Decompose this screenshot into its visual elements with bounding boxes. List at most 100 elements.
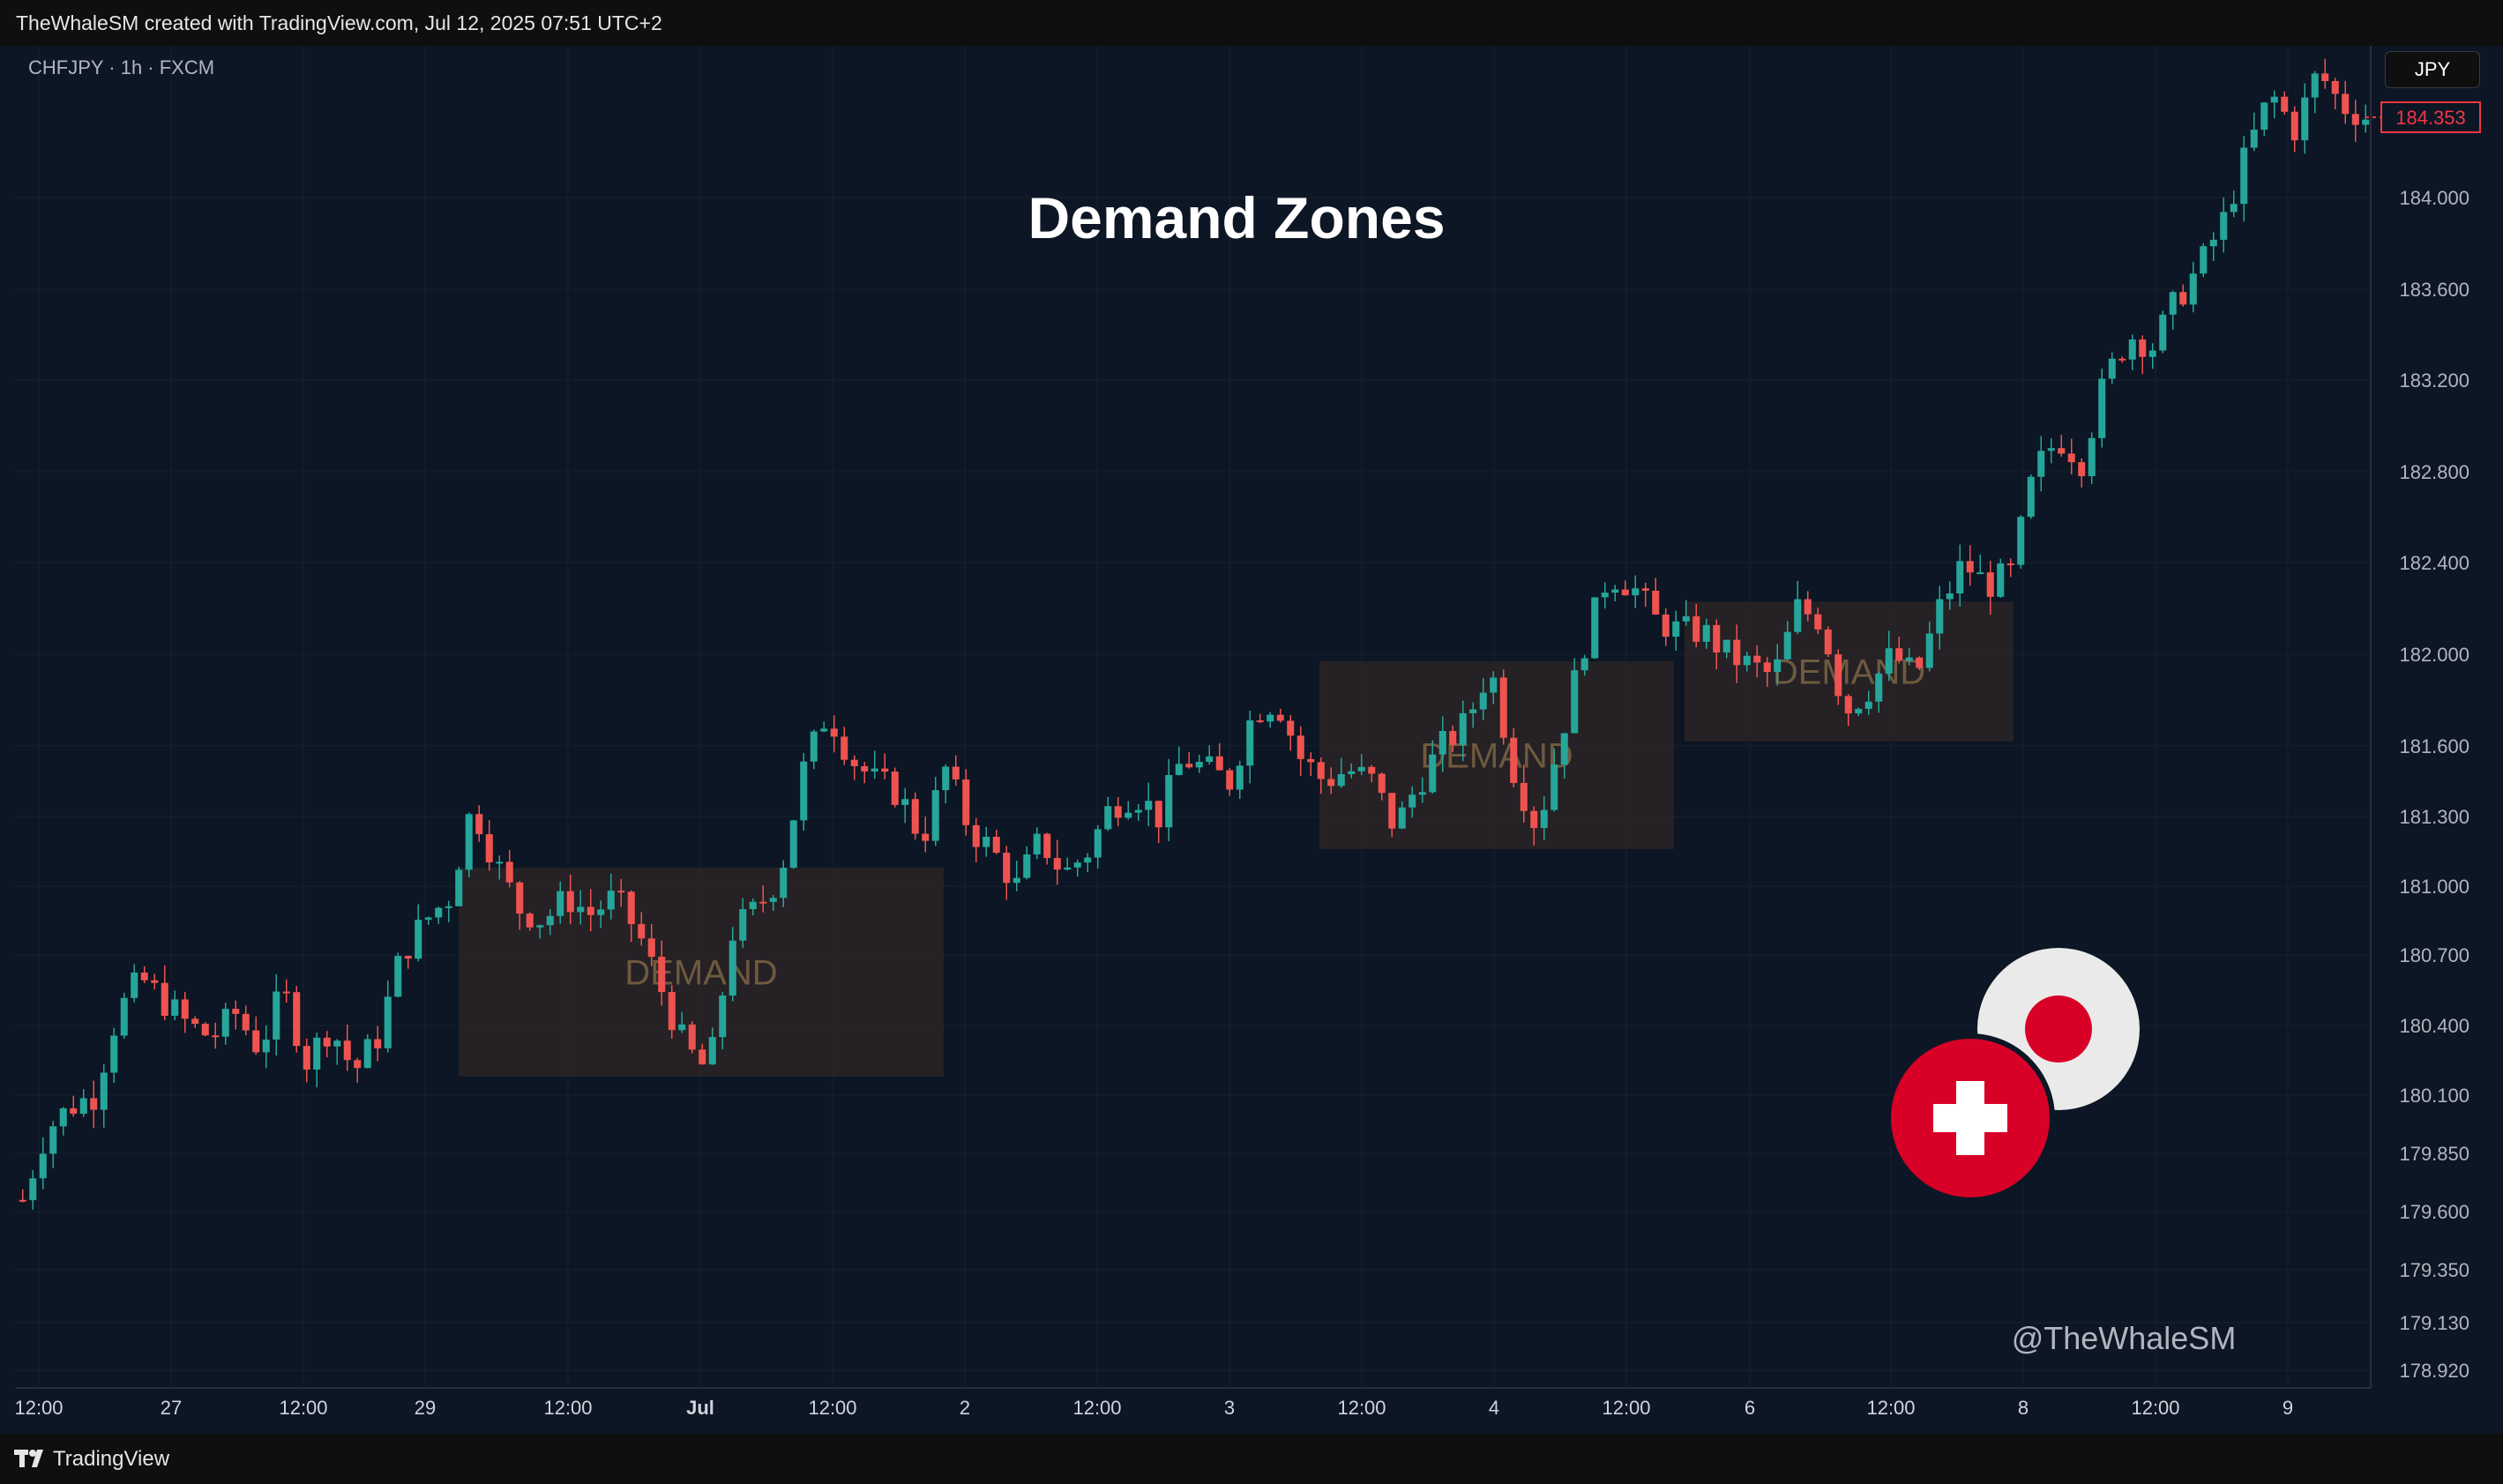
- candle-body: [2240, 147, 2248, 205]
- demand-zone: [459, 867, 944, 1077]
- y-tick-label: 181.000: [2399, 876, 2469, 898]
- candle-body: [1540, 809, 1548, 829]
- candle-body: [759, 901, 767, 904]
- candle-body: [1966, 561, 1974, 573]
- y-tick-label: 179.600: [2399, 1201, 2469, 1223]
- candle-body: [1185, 764, 1193, 768]
- candle-body: [394, 955, 402, 997]
- candle-body: [931, 790, 939, 841]
- candle-body: [424, 917, 432, 921]
- candle-body: [90, 1098, 98, 1110]
- candle-body: [333, 1040, 341, 1047]
- candle-body: [1672, 621, 1680, 638]
- candle-body: [1804, 599, 1812, 615]
- candle-body: [1986, 572, 1994, 597]
- candle-body: [303, 1046, 310, 1070]
- time-axis: 12:00 27 12:00 29 12:00 Jul 12:00 2 12:00 3 12:00 4…: [14, 1397, 2293, 1419]
- candle-body: [992, 837, 1000, 854]
- candle-body: [2006, 563, 2014, 565]
- y-tick-label: 178.920: [2399, 1360, 2469, 1382]
- candle-body: [1905, 657, 1913, 661]
- candle-body: [201, 1024, 209, 1036]
- candle-body: [496, 861, 504, 864]
- candle-body: [658, 957, 666, 993]
- candle-body: [1438, 731, 1446, 755]
- x-tick-label: 12:00: [1337, 1397, 1386, 1419]
- candle-body: [2078, 462, 2086, 477]
- candle-body: [749, 901, 757, 910]
- symbol-label[interactable]: CHFJPY · 1h · FXCM: [28, 56, 214, 78]
- candle-body: [1296, 735, 1304, 759]
- candle-body: [2220, 212, 2228, 240]
- candle-body: [1469, 709, 1477, 713]
- candle-body: [2290, 111, 2298, 141]
- candle-body: [120, 997, 128, 1036]
- candle-body: [1733, 639, 1741, 666]
- candle-body: [1652, 590, 1660, 615]
- candle-body: [1033, 833, 1041, 855]
- x-tick-label: 12:00: [2131, 1397, 2179, 1419]
- candle-body: [769, 898, 777, 902]
- candle-body: [2108, 358, 2116, 379]
- candle-body: [1348, 771, 1356, 774]
- candle-body: [354, 1060, 362, 1069]
- candle-body: [151, 980, 159, 983]
- candle-body: [2027, 476, 2035, 518]
- candle-body: [1722, 639, 1730, 653]
- candle-body: [191, 1018, 199, 1025]
- candle-body: [1206, 756, 1214, 762]
- candle-body: [1114, 806, 1122, 818]
- x-tick-label: 9: [2283, 1397, 2293, 1419]
- candle-body: [952, 766, 960, 780]
- candle-body: [1378, 773, 1386, 794]
- candle-body: [1936, 599, 1944, 634]
- candle-body: [131, 972, 138, 998]
- candle-body: [597, 909, 605, 915]
- candle-body: [232, 1009, 240, 1014]
- candle-body: [1682, 615, 1690, 622]
- y-tick-label: 183.600: [2399, 279, 2469, 301]
- candle-body: [1692, 615, 1700, 642]
- candle-body: [699, 1049, 706, 1065]
- candle-body: [1814, 614, 1822, 630]
- y-tick-label: 179.350: [2399, 1259, 2469, 1281]
- candle-body: [212, 1035, 220, 1038]
- candle-body: [221, 1009, 229, 1037]
- candle-body: [2281, 96, 2289, 112]
- last-price-badge: [2380, 101, 2481, 133]
- candle-body: [2260, 102, 2268, 130]
- switzerland-flag-icon: [1886, 1033, 2055, 1203]
- candle-body: [70, 1107, 78, 1115]
- candle-body: [870, 768, 878, 772]
- candle-body: [1094, 829, 1102, 858]
- candle-body: [1743, 655, 1751, 666]
- candle-body: [983, 837, 990, 847]
- currency-selector[interactable]: JPY: [2385, 51, 2480, 88]
- candle-body: [1855, 708, 1863, 714]
- candle-body: [1023, 854, 1031, 878]
- candle-body: [2128, 339, 2136, 360]
- candle-body: [1895, 648, 1903, 661]
- candle-body: [1124, 812, 1132, 818]
- candle-body: [1490, 677, 1498, 693]
- x-tick-label: 12:00: [543, 1397, 592, 1419]
- candle-body: [1997, 563, 2005, 597]
- candle-body: [1154, 801, 1162, 828]
- x-tick-label: 3: [1224, 1397, 1235, 1419]
- candle-body: [2067, 453, 2075, 463]
- candle-body: [789, 820, 797, 869]
- candle-body: [1956, 561, 1964, 594]
- candle-body: [1560, 733, 1568, 765]
- candle-body: [1134, 809, 1142, 813]
- candle-body: [2342, 93, 2350, 115]
- attribution-text: TheWhaleSM created with TradingView.com,…: [16, 11, 662, 34]
- candle-body: [566, 891, 574, 913]
- candle-body: [647, 938, 655, 958]
- candle-body: [1550, 764, 1558, 810]
- candle-body: [536, 925, 544, 928]
- candle-body: [557, 891, 564, 916]
- candle-body: [363, 1039, 371, 1069]
- candle-body: [1499, 677, 1507, 738]
